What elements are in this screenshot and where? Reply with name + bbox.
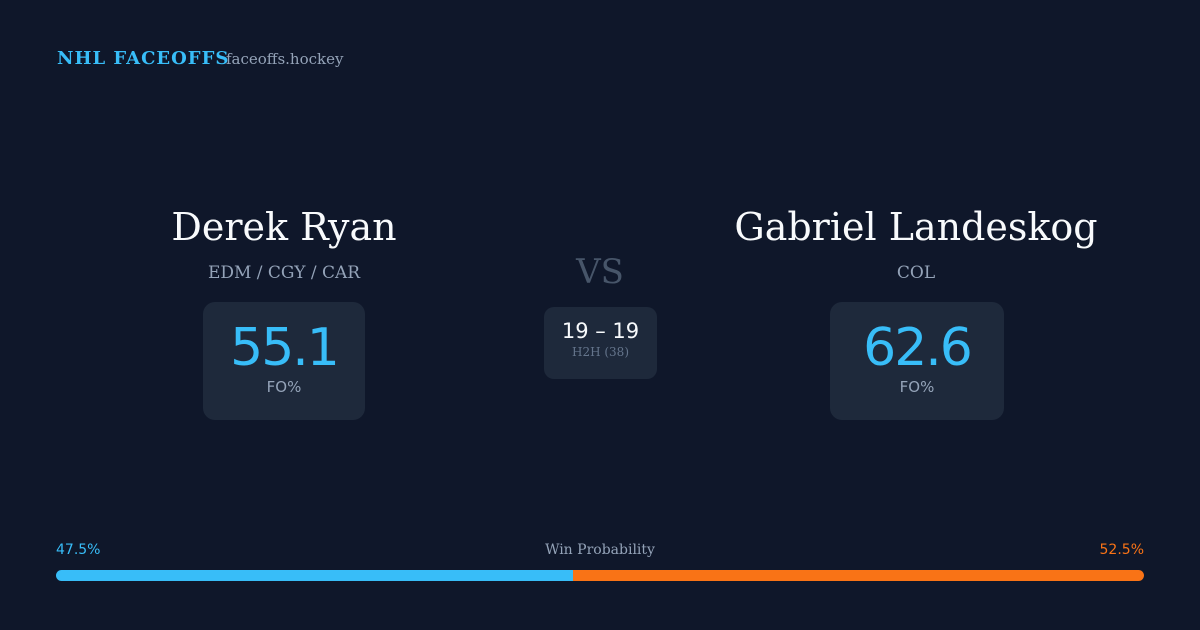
site-url: faceoffs.hockey [226,50,344,68]
left-segment [56,570,573,581]
h2h-card: 19 – 19 H2H (38) [544,307,657,379]
fo-value: 62.6 [863,318,973,378]
fo-label: FO% [899,378,935,396]
right-prob: 52.5% [1099,542,1144,558]
player-teams: COL [896,263,936,283]
left-prob: 47.5% [56,542,101,558]
player-teams: EDM / CGY / CAR [207,263,361,283]
h2h-label: H2H (38) [571,345,629,359]
prob-bar [56,570,1144,581]
stat-card: 62.6 FO% [830,302,1004,420]
vs-label: VS [576,252,624,292]
h2h-score: 19 – 19 [561,319,640,343]
right-segment [572,570,1144,581]
fo-label: FO% [266,378,302,396]
prob-title: Win Probability [545,542,655,558]
player-name: Gabriel Landeskog [734,205,1098,249]
player-name: Derek Ryan [171,205,397,249]
brand-title: NHL FACEOFFS [57,48,230,69]
stat-card: 55.1 FO% [203,302,365,420]
fo-value: 55.1 [230,318,340,378]
